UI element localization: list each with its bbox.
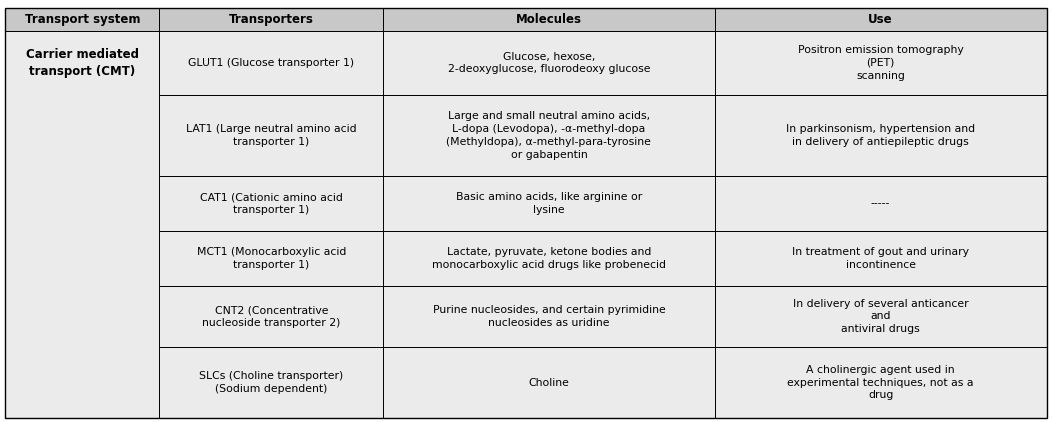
Bar <box>160 8 383 31</box>
Text: LAT1 (Large neutral amino acid
transporter 1): LAT1 (Large neutral amino acid transport… <box>186 124 357 147</box>
Bar <box>383 8 714 31</box>
Text: Transporters: Transporters <box>229 13 313 26</box>
Bar <box>160 231 383 286</box>
Text: In parkinsonism, hypertension and
in delivery of antiepileptic drugs: In parkinsonism, hypertension and in del… <box>786 124 975 147</box>
Text: Lactate, pyruvate, ketone bodies and
monocarboxylic acid drugs like probenecid: Lactate, pyruvate, ketone bodies and mon… <box>432 247 666 270</box>
Text: A cholinergic agent used in
experimental techniques, not as a
drug: A cholinergic agent used in experimental… <box>787 365 974 400</box>
Text: Molecules: Molecules <box>515 13 582 26</box>
Bar <box>383 176 714 231</box>
Bar <box>714 347 1047 418</box>
Bar <box>714 231 1047 286</box>
Bar <box>383 286 714 347</box>
Text: GLUT1 (Glucose transporter 1): GLUT1 (Glucose transporter 1) <box>188 58 355 68</box>
Text: Basic amino acids, like arginine or
lysine: Basic amino acids, like arginine or lysi… <box>456 192 642 215</box>
Text: Large and small neutral amino acids,
L-dopa (Levodopa), -α-methyl-dopa
(Methyldo: Large and small neutral amino acids, L-d… <box>446 111 651 160</box>
Text: Choline: Choline <box>528 378 569 387</box>
Bar <box>383 231 714 286</box>
Text: Positron emission tomography
(PET)
scanning: Positron emission tomography (PET) scann… <box>797 45 964 81</box>
Text: SLCs (Choline transporter)
(Sodium dependent): SLCs (Choline transporter) (Sodium depen… <box>199 371 344 394</box>
Text: In delivery of several anticancer
and
antiviral drugs: In delivery of several anticancer and an… <box>793 299 969 334</box>
Bar <box>160 286 383 347</box>
Bar <box>383 31 714 95</box>
Text: Carrier mediated
transport (CMT): Carrier mediated transport (CMT) <box>26 48 139 78</box>
Text: Use: Use <box>868 13 893 26</box>
Text: Transport system: Transport system <box>24 13 140 26</box>
Text: Purine nucleosides, and certain pyrimidine
nucleosides as uridine: Purine nucleosides, and certain pyrimidi… <box>432 305 665 328</box>
Bar <box>5 31 160 418</box>
Text: In treatment of gout and urinary
incontinence: In treatment of gout and urinary inconti… <box>792 247 969 270</box>
Bar <box>160 95 383 176</box>
Bar <box>714 31 1047 95</box>
Bar <box>160 176 383 231</box>
Text: CNT2 (Concentrative
nucleoside transporter 2): CNT2 (Concentrative nucleoside transport… <box>202 305 341 328</box>
Bar <box>383 95 714 176</box>
Text: Glucose, hexose,
2-deoxyglucose, fluorodeoxy glucose: Glucose, hexose, 2-deoxyglucose, fluorod… <box>448 51 650 74</box>
Bar <box>160 31 383 95</box>
Bar <box>160 347 383 418</box>
Text: MCT1 (Monocarboxylic acid
transporter 1): MCT1 (Monocarboxylic acid transporter 1) <box>197 247 346 270</box>
Bar <box>714 176 1047 231</box>
Bar <box>714 286 1047 347</box>
Bar <box>714 8 1047 31</box>
Bar <box>5 8 160 31</box>
Bar <box>714 95 1047 176</box>
Bar <box>383 347 714 418</box>
Text: CAT1 (Cationic amino acid
transporter 1): CAT1 (Cationic amino acid transporter 1) <box>200 192 343 215</box>
Text: -----: ----- <box>871 198 890 208</box>
